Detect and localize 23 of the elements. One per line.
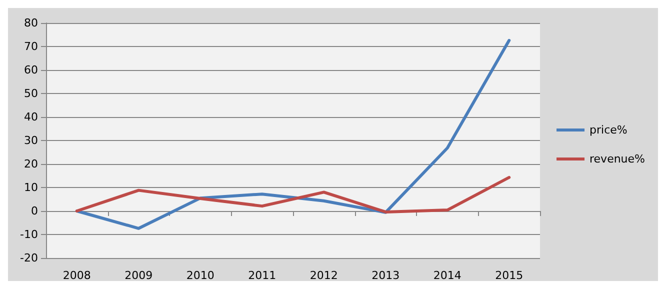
x-tick-label: 2014 (433, 269, 462, 282)
y-tick-label: 10 (24, 181, 38, 194)
x-tick-label: 2010 (186, 269, 214, 282)
y-tick-label: 80 (24, 16, 38, 30)
y-tick-label: -20 (20, 252, 38, 264)
y-tick-label: 60 (24, 64, 38, 76)
y-tick-label: 0 (31, 204, 38, 218)
y-tick-label: 40 (24, 110, 38, 124)
x-tick-label: 2015 (495, 269, 524, 282)
y-tick-label: 30 (24, 134, 38, 147)
x-tick-label: 2008 (62, 269, 91, 282)
y-tick-label: -10 (20, 228, 38, 241)
x-tick-label: 2012 (310, 269, 338, 282)
y-tick-label: 50 (24, 87, 38, 100)
x-tick-label: 2013 (372, 269, 400, 282)
y-tick-label: 20 (24, 158, 38, 170)
line-series (75, 38, 511, 230)
x-tick-label: 2011 (248, 269, 276, 282)
line-series (75, 176, 511, 214)
y-tick-label: 70 (24, 40, 38, 53)
legend-label: revenue% (590, 152, 646, 166)
legend-label: price% (590, 124, 628, 136)
x-tick-label: 2009 (124, 269, 153, 282)
